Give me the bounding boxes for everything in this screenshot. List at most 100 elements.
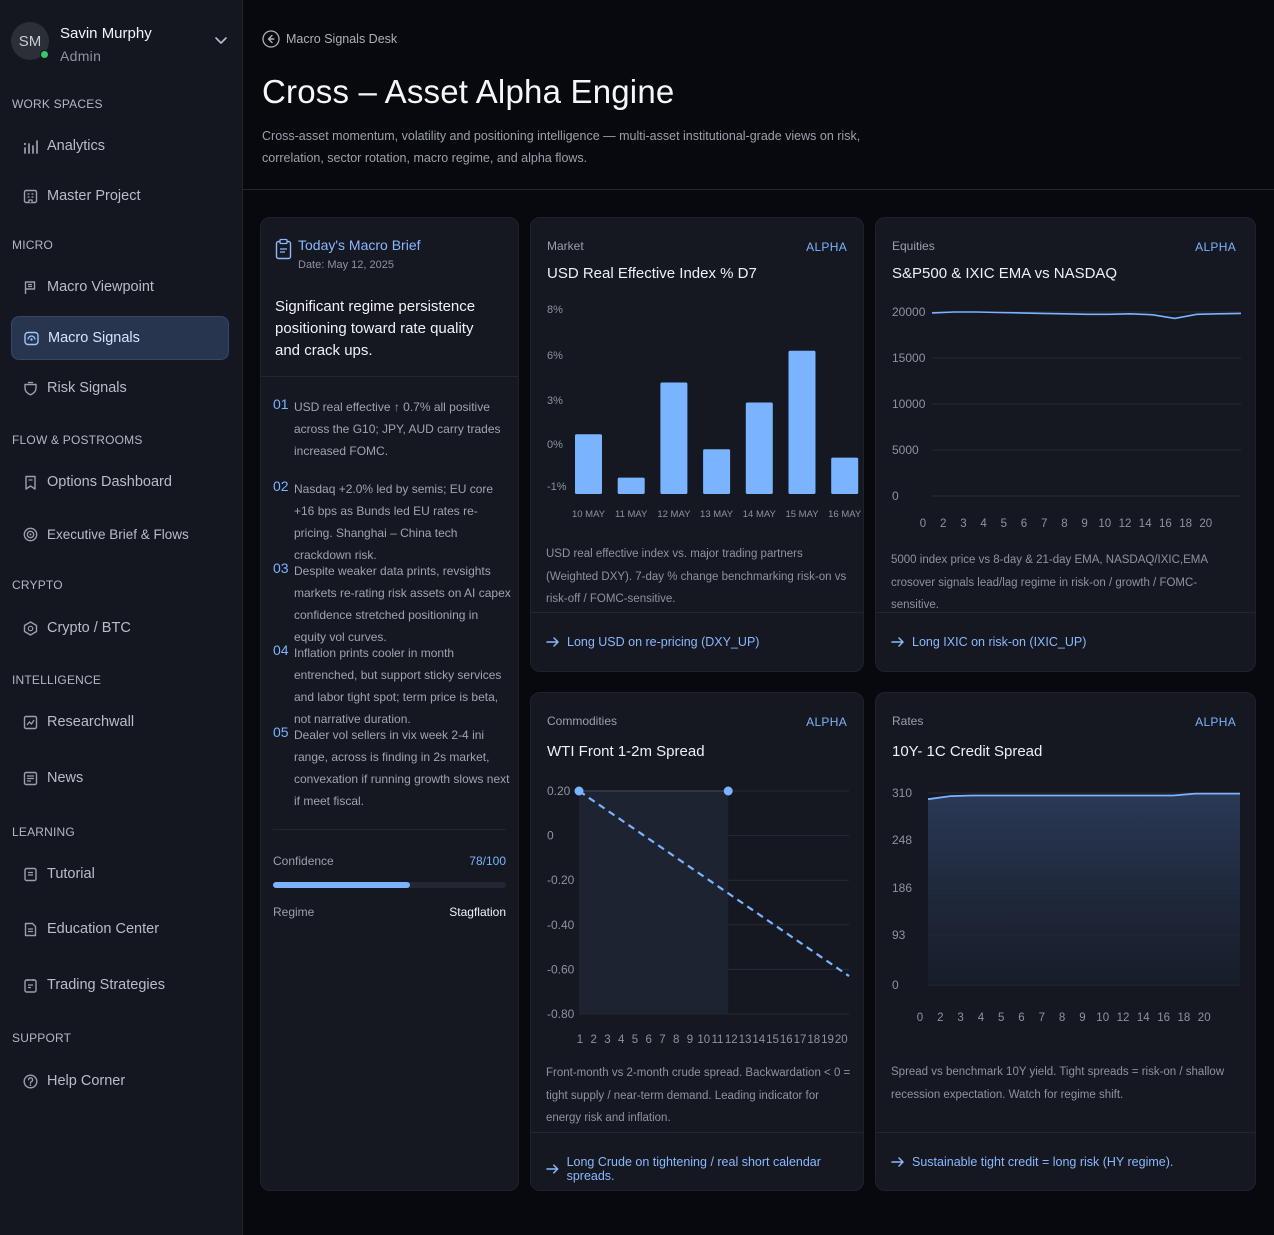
y-tick-label: 186 bbox=[892, 881, 912, 895]
x-tick-label: 9 bbox=[687, 1034, 693, 1046]
y-tick-label: 0% bbox=[547, 439, 563, 451]
wti-action-link[interactable]: Long Crude on tightening / real short ca… bbox=[546, 1155, 863, 1183]
section-label-crypto: CRYPTO bbox=[12, 578, 63, 592]
sidebar-item-macro-viewpoint[interactable]: Macro Viewpoint bbox=[11, 265, 229, 309]
sidebar-item-trading-strategies[interactable]: Trading Strategies bbox=[11, 963, 229, 1007]
sidebar-item-label: Help Corner bbox=[47, 1073, 126, 1089]
user-profile[interactable]: SM Savin Murphy Admin bbox=[11, 20, 233, 68]
alpha-badge: ALPHA bbox=[806, 715, 847, 729]
bookmark-icon bbox=[25, 475, 36, 490]
x-tick-label: 16 bbox=[780, 1034, 793, 1046]
section-label-support: SUPPORT bbox=[12, 1031, 72, 1045]
strategy-icon bbox=[24, 978, 37, 993]
sidebar-item-options-dashboard[interactable]: Options Dashboard bbox=[11, 460, 229, 504]
area-fill bbox=[928, 793, 1240, 985]
x-tick-label: 16 bbox=[1159, 518, 1172, 530]
series-line bbox=[931, 311, 1242, 320]
sidebar-item-help-corner[interactable]: Help Corner bbox=[11, 1059, 229, 1103]
y-tick-label: 15000 bbox=[892, 351, 926, 365]
y-tick-label: 3% bbox=[547, 395, 563, 407]
breadcrumb-label[interactable]: Macro Signals Desk bbox=[286, 32, 398, 46]
bar bbox=[660, 382, 688, 494]
sidebar-item-news[interactable]: News bbox=[11, 756, 229, 800]
rates-action-link[interactable]: Sustainable tight credit = long risk (HY… bbox=[891, 1155, 1173, 1169]
y-tick-label: 10000 bbox=[892, 397, 926, 411]
list-item: 02 Nasdaq +2.0% led by semis; EU core +1… bbox=[273, 478, 512, 566]
user-name: Savin Murphy bbox=[60, 25, 152, 42]
usd-action-link[interactable]: Long USD on re-pricing (DXY_UP) bbox=[546, 635, 759, 649]
sidebar-item-label: Options Dashboard bbox=[47, 474, 172, 490]
confidence-divider bbox=[273, 829, 506, 830]
sidebar: SM Savin Murphy Admin WORK SPACES Analyt… bbox=[0, 0, 243, 1235]
research-icon bbox=[23, 715, 38, 729]
x-tick-label: 7 bbox=[659, 1034, 665, 1046]
crypto-icon bbox=[23, 620, 38, 636]
sidebar-item-education-center[interactable]: Education Center bbox=[11, 907, 229, 951]
chevron-down-icon[interactable] bbox=[213, 32, 229, 48]
x-tick-label: 4 bbox=[618, 1034, 625, 1046]
card-description: 5000 index price vs 8-day & 21-day EMA, … bbox=[891, 554, 1208, 611]
avatar[interactable]: SM bbox=[11, 22, 49, 60]
bar bbox=[831, 457, 859, 494]
x-tick-label: 4 bbox=[980, 518, 987, 530]
page-subtitle: Cross-asset momentum, volatility and pos… bbox=[262, 129, 861, 165]
breadcrumb[interactable]: Macro Signals Desk bbox=[262, 30, 397, 48]
sidebar-item-risk-signals[interactable]: Risk Signals bbox=[11, 366, 229, 410]
sidebar-item-analytics[interactable]: Analytics bbox=[11, 124, 229, 168]
avatar-initials: SM bbox=[18, 32, 42, 50]
x-tick-label: 6 bbox=[1021, 518, 1027, 530]
sidebar-item-researchwall[interactable]: Researchwall bbox=[11, 700, 229, 744]
sidebar-item-master-project[interactable]: Master Project bbox=[11, 174, 229, 218]
card-description: Spread vs benchmark 10Y yield. Tight spr… bbox=[891, 1066, 1225, 1101]
flag-icon bbox=[24, 280, 36, 294]
section-label-intelligence: INTELLIGENCE bbox=[12, 673, 102, 687]
y-tick-label: 0 bbox=[892, 489, 899, 503]
sidebar-item-tutorial[interactable]: Tutorial bbox=[11, 852, 229, 896]
credit-area-chart: 310 248 186 93 0 0 2 3 4 5 6 7 8 9 10 12 14 16 18 20 bbox=[892, 786, 1240, 1024]
back-arrow-icon[interactable] bbox=[262, 30, 280, 48]
equities-action-link[interactable]: Long IXIC on risk-on (IXIC_UP) bbox=[891, 635, 1086, 649]
x-tick-label: 0 bbox=[920, 518, 926, 530]
list-item-number: 04 bbox=[273, 642, 289, 658]
card-divider bbox=[531, 612, 863, 613]
x-tick-label: 14 bbox=[752, 1034, 765, 1046]
header-divider bbox=[243, 189, 1274, 190]
sidebar-item-label: Analytics bbox=[47, 138, 106, 154]
x-tick-label: 13 MAY bbox=[700, 509, 734, 520]
list-item-text: USD real effective ↑ 0.7% all positive a… bbox=[294, 400, 501, 458]
sidebar-item-macro-signals[interactable]: Macro Signals bbox=[11, 316, 229, 360]
action-label: Sustainable tight credit = long risk (HY… bbox=[912, 1155, 1174, 1169]
confidence-value: 78/100 bbox=[469, 854, 506, 868]
data-point bbox=[574, 786, 584, 796]
card-title: S&P500 & IXIC EMA vs NASDAQ bbox=[892, 265, 1118, 282]
bar bbox=[575, 434, 602, 494]
alpha-badge: ALPHA bbox=[1195, 715, 1236, 729]
sidebar-item-executive-brief[interactable]: Executive Brief & Flows bbox=[11, 512, 229, 556]
x-tick-label: 12 bbox=[1117, 1012, 1130, 1024]
card-divider bbox=[876, 1132, 1255, 1133]
list-item-text: Nasdaq +2.0% led by semis; EU core +16 b… bbox=[294, 482, 494, 562]
list-item-number: 05 bbox=[273, 724, 289, 740]
news-icon bbox=[23, 771, 38, 785]
card-category: Rates bbox=[892, 714, 924, 728]
x-tick-label: 11 MAY bbox=[615, 509, 648, 520]
x-tick-label: 13 bbox=[739, 1034, 752, 1046]
y-tick-label: 0 bbox=[892, 978, 899, 992]
arrow-right-icon bbox=[891, 637, 904, 647]
x-tick-label: 18 bbox=[807, 1034, 820, 1046]
series-line bbox=[927, 792, 1240, 801]
x-tick-label: 18 bbox=[1178, 1012, 1191, 1024]
x-tick-label: 16 MAY bbox=[828, 509, 862, 520]
card-divider bbox=[876, 612, 1255, 613]
shield-icon bbox=[24, 381, 37, 395]
x-tick-label: 15 bbox=[766, 1034, 779, 1046]
sidebar-item-crypto-btc[interactable]: Crypto / BTC bbox=[11, 606, 229, 650]
x-tick-label: 0 bbox=[917, 1012, 923, 1024]
sidebar-item-label: Macro Signals bbox=[48, 330, 140, 346]
list-item: 01 USD real effective ↑ 0.7% all positiv… bbox=[273, 396, 512, 462]
bar bbox=[703, 449, 731, 494]
list-item-text: Dealer vol sellers in vix week 2-4 ini r… bbox=[294, 728, 510, 808]
x-tick-label: 20 bbox=[1198, 1012, 1211, 1024]
arrow-right-icon bbox=[546, 637, 559, 647]
y-tick-label: 93 bbox=[892, 928, 906, 942]
